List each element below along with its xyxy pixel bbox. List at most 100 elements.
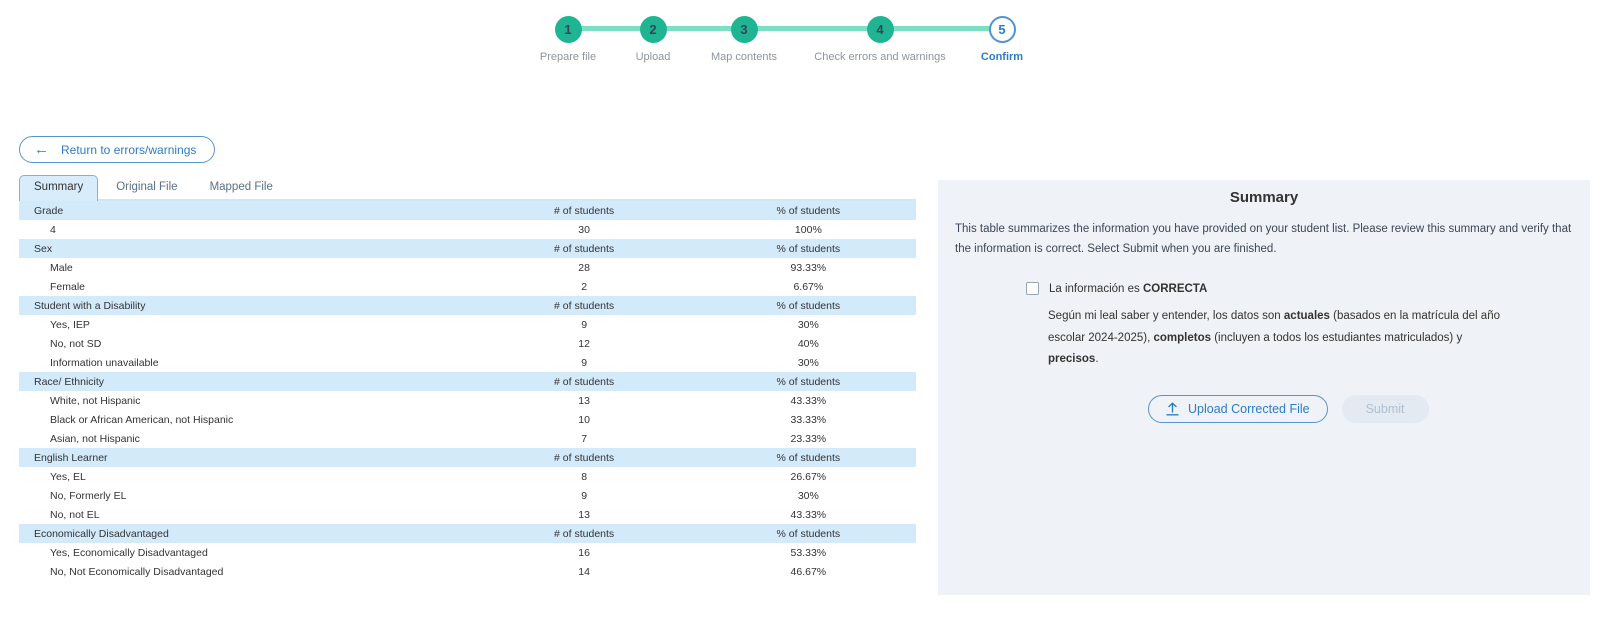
summary-panel: Summary This table summarizes the inform…	[938, 180, 1590, 595]
stepper-step-upload: 2 Upload	[563, 16, 743, 63]
pct-column-header: % of students	[776, 527, 841, 540]
section-header-row: Grade # of students % of students	[19, 201, 916, 220]
left-arrow-icon: ←	[34, 141, 49, 158]
stepper-connector-line	[568, 26, 1002, 31]
student-summary-table: Grade # of students % of students 4 30 100% Se…	[19, 201, 916, 581]
row-pct: 40%	[797, 337, 819, 350]
panel-title: Summary	[1229, 189, 1299, 206]
step-label: Upload	[635, 51, 671, 63]
row-pct: 6.67%	[793, 280, 824, 293]
table-row: Information unavailable 9 30%	[19, 353, 916, 372]
stepper-step-check-errors-and-warnings: 4 Check errors and warnings	[790, 16, 970, 63]
tab-summary[interactable]: Summary	[19, 175, 99, 201]
count-column-header: # of students	[554, 375, 615, 388]
pct-column-header: % of students	[776, 451, 841, 464]
step-circle: 4	[866, 16, 894, 43]
wizard-stepper: 1 Prepare file 2 Upload 3 Map contents 4 Check …	[0, 0, 1606, 70]
row-pct: 26.67%	[790, 470, 827, 483]
row-label: Information unavailable	[50, 356, 159, 369]
section-header-row: Economically Disadvantaged # of students%…	[19, 524, 916, 543]
section-name: Student with a Disability	[34, 299, 146, 312]
table-row: Yes, IEP 9 30%	[19, 315, 916, 334]
row-count: 16	[578, 546, 590, 559]
count-column-header: # of students	[554, 451, 615, 464]
section-name: Grade	[34, 204, 64, 217]
row-pct: 23.33%	[790, 432, 827, 445]
step-circle: 2	[639, 16, 667, 43]
panel-description: This table summarizes the information yo…	[955, 223, 1572, 256]
row-pct: 30%	[797, 489, 819, 502]
step-circle: 1	[554, 16, 582, 43]
row-pct: 93.33%	[790, 261, 827, 274]
tab-mapped-file[interactable]: Mapped File	[209, 181, 273, 193]
row-label: No, Not Economically Disadvantaged	[50, 565, 224, 578]
row-label: No, Formerly EL	[50, 489, 127, 502]
upload-button-label: Upload Corrected File	[1188, 402, 1310, 417]
row-label: Female	[50, 280, 86, 293]
pct-column-header: % of students	[776, 299, 841, 312]
section-header-row: Sex # of students % of students	[19, 239, 916, 258]
submit-button-label: Submit	[1365, 402, 1405, 417]
row-pct: 30%	[797, 318, 819, 331]
table-row: No, not EL 13 43.33%	[19, 505, 916, 524]
table-row: Yes, Economically Disadvantaged 16 53.33%	[19, 543, 916, 562]
return-to-errors-button[interactable]: ← Return to errors/warnings	[19, 136, 216, 163]
row-count: 9	[581, 318, 588, 331]
row-count: 13	[578, 394, 590, 407]
count-column-header: # of students	[554, 299, 615, 312]
row-label: Yes, Economically Disadvantaged	[50, 546, 208, 559]
row-pct: 53.33%	[790, 546, 827, 559]
pct-column-header: % of students	[776, 242, 841, 255]
table-row: Black or African American, not Hispanic 1…	[19, 410, 916, 429]
row-label: Yes, IEP	[50, 318, 90, 331]
row-count: 2	[581, 280, 588, 293]
section-header-row: Race/ Ethnicity # of students % of student…	[19, 372, 916, 391]
upload-icon	[1166, 402, 1179, 416]
table-row: Asian, not Hispanic 7 23.33%	[19, 429, 916, 448]
submit-button[interactable]: Submit	[1341, 395, 1429, 424]
table-row: Male 28 93.33%	[19, 258, 916, 277]
row-count: 13	[578, 508, 590, 521]
row-count: 28	[578, 261, 590, 274]
stepper-step-confirm: 5 Confirm	[912, 16, 1092, 63]
confirmation-checkbox-row: La información es CORRECTA	[1026, 282, 1590, 296]
row-count: 10	[578, 413, 590, 426]
section-name: Economically Disadvantaged	[34, 527, 169, 540]
step-circle: 3	[730, 16, 758, 43]
row-label: No, not SD	[50, 337, 102, 350]
table-row: No, Not Economically Disadvantaged 14 46.6…	[19, 562, 916, 581]
row-label: White, not Hispanic	[50, 394, 141, 407]
row-label: No, not EL	[50, 508, 100, 521]
table-row: Female 2 6.67%	[19, 277, 916, 296]
step-label: Check errors and warnings	[814, 51, 946, 63]
upload-corrected-file-button[interactable]: Upload Corrected File	[1148, 395, 1328, 424]
step-circle: 5	[988, 16, 1016, 43]
tab-original-file[interactable]: Original File	[116, 181, 178, 193]
section-name: English Learner	[34, 451, 108, 464]
row-pct: 33.33%	[790, 413, 827, 426]
row-pct: 43.33%	[790, 394, 827, 407]
row-count: 9	[581, 489, 588, 502]
row-count: 30	[578, 223, 590, 236]
stepper-step-map-contents: 3 Map contents	[654, 16, 834, 63]
row-count: 9	[581, 356, 588, 369]
row-count: 14	[578, 565, 590, 578]
step-label: Confirm	[980, 51, 1024, 63]
table-row: Yes, EL 8 26.67%	[19, 467, 916, 486]
row-pct: 46.67%	[790, 565, 827, 578]
row-label: Black or African American, not Hispanic	[50, 413, 234, 426]
table-row: No, Formerly EL 9 30%	[19, 486, 916, 505]
pct-column-header: % of students	[776, 204, 841, 217]
attestation-text: Según mi leal saber y entender, los dato…	[1048, 310, 1500, 365]
row-pct: 100%	[794, 223, 822, 236]
row-label: Yes, EL	[50, 470, 86, 483]
row-count: 12	[578, 337, 590, 350]
row-pct: 43.33%	[790, 508, 827, 521]
tab-bar: Summary Original File Mapped File	[19, 175, 916, 201]
section-name: Race/ Ethnicity	[34, 375, 105, 388]
pct-column-header: % of students	[776, 375, 841, 388]
row-pct: 30%	[797, 356, 819, 369]
information-correct-checkbox[interactable]	[1026, 282, 1039, 296]
return-button-label: Return to errors/warnings	[61, 142, 197, 157]
